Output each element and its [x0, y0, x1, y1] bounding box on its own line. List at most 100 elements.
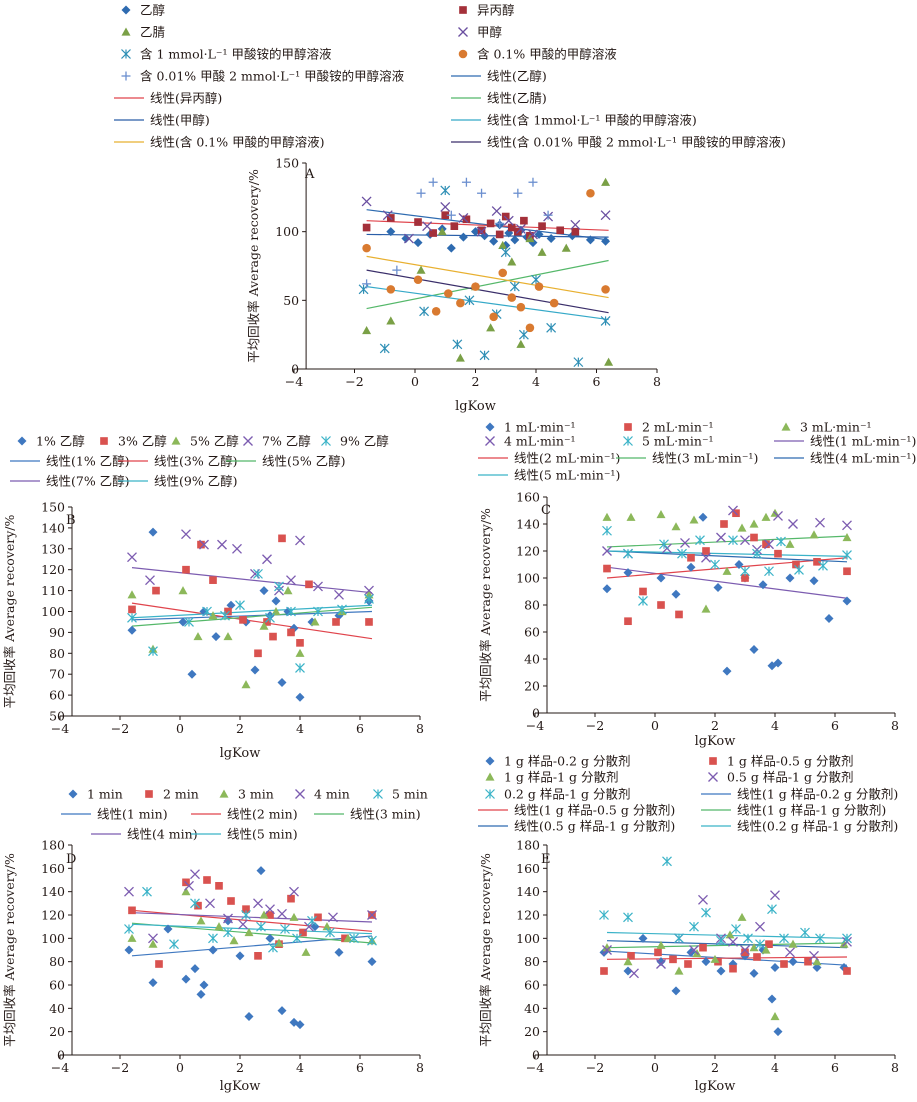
data-point — [458, 212, 469, 223]
data-point-stroke — [238, 919, 248, 930]
data-point-stroke — [476, 226, 487, 237]
legend-label: 5 min — [392, 787, 428, 802]
y-tick-label: 160 — [516, 861, 540, 876]
data-point — [689, 921, 699, 932]
data-point-stroke — [689, 945, 699, 955]
data-point — [362, 326, 372, 335]
data-point — [654, 948, 662, 957]
data-point — [440, 201, 451, 212]
trendline — [606, 956, 848, 960]
data-point — [259, 621, 269, 630]
data-point — [440, 185, 451, 196]
data-point — [441, 211, 450, 220]
x-tick-label: 4 — [771, 718, 779, 733]
data-point — [226, 600, 236, 610]
data-point — [450, 222, 459, 230]
data-point — [699, 943, 707, 952]
legend-label: 含 0.1% 甲酸的甲醇溶液 — [477, 47, 617, 62]
data-point — [287, 628, 295, 637]
data-point — [254, 952, 262, 960]
y-tick-label: 60 — [524, 625, 540, 640]
data-point — [244, 928, 254, 937]
y-tick-label: 140 — [516, 517, 540, 532]
legend-label: 线性(3% 乙醇) — [154, 454, 238, 469]
legend-label: 1 g 样品-1 g 分散剂 — [504, 770, 619, 785]
data-point — [518, 329, 529, 340]
data-point — [232, 543, 242, 554]
data-point — [761, 945, 771, 954]
data-point — [386, 285, 396, 294]
data-point — [224, 607, 232, 616]
legend-label: 5 mL·min⁻¹ — [642, 434, 714, 449]
data-point-stroke — [740, 945, 750, 955]
data-point — [280, 924, 290, 934]
data-point — [259, 586, 269, 596]
data-point — [416, 265, 426, 274]
data-point — [364, 585, 374, 596]
trendline — [606, 535, 848, 548]
data-point — [197, 540, 205, 549]
trendline — [366, 286, 609, 321]
legend-marker — [459, 6, 467, 14]
legend-label: 含 1 mmol·L⁻¹ 甲酸铵的甲醇溶液 — [140, 47, 332, 62]
data-point-stroke — [334, 589, 344, 600]
x-tick-label: 2 — [472, 374, 480, 389]
x-tick-label: 4 — [296, 1060, 304, 1075]
data-point — [190, 964, 200, 974]
data-point — [792, 560, 800, 569]
data-point — [674, 966, 684, 975]
data-point — [516, 302, 526, 312]
legend-marker-stroke — [458, 27, 468, 37]
legend-label: 4 min — [314, 787, 350, 802]
data-point — [223, 632, 233, 641]
data-point — [507, 223, 516, 232]
data-point — [223, 927, 233, 938]
data-point — [283, 586, 293, 595]
x-tick-label: −2 — [586, 1060, 604, 1075]
data-point — [815, 933, 825, 944]
data-point — [774, 549, 782, 558]
data-point — [570, 219, 581, 230]
data-point — [452, 339, 463, 350]
data-point — [148, 933, 158, 944]
data-point-stroke — [403, 233, 414, 244]
data-point — [669, 955, 677, 964]
data-point — [743, 933, 753, 944]
legend-label: 线性(1% 乙醇) — [46, 454, 130, 469]
data-point — [127, 612, 137, 623]
legend-label: 线性(1 g 样品-0.2 g 分散剂) — [737, 787, 898, 802]
trendline — [131, 602, 373, 640]
data-point — [674, 933, 684, 944]
data-point-stroke — [680, 537, 690, 548]
legend-marker — [781, 422, 791, 431]
data-point-stroke — [815, 517, 825, 528]
data-point — [269, 632, 277, 641]
data-point-stroke — [364, 585, 374, 596]
data-point — [127, 590, 137, 599]
legend-label: 1 g 样品-0.2 g 分散剂 — [504, 754, 630, 769]
data-point-stroke — [629, 968, 639, 979]
data-point — [268, 942, 278, 953]
legend-marker — [485, 436, 495, 446]
trendline — [131, 567, 373, 594]
axes: −4 −2 0 2 4 6 8 50 60 70 80 90 100 110 120 130 140 150 — [41, 500, 424, 737]
data-point — [266, 911, 274, 919]
data-point — [464, 295, 475, 306]
data-point — [489, 236, 499, 246]
data-point — [785, 539, 795, 548]
data-point-stroke — [382, 210, 393, 221]
data-point — [498, 268, 507, 278]
data-point — [244, 1012, 254, 1021]
legend-label: 7% 乙醇 — [262, 434, 311, 449]
data-point — [223, 916, 233, 926]
data-point — [671, 589, 681, 599]
legend-label: 线性(7% 乙醇) — [46, 474, 130, 489]
data-point — [600, 316, 611, 326]
data-point — [710, 954, 720, 963]
data-point — [495, 218, 505, 228]
y-tick-label: 50 — [49, 709, 65, 724]
data-point — [286, 575, 296, 586]
data-point — [534, 282, 544, 291]
data-point — [503, 215, 514, 226]
legend-marker — [623, 436, 633, 446]
